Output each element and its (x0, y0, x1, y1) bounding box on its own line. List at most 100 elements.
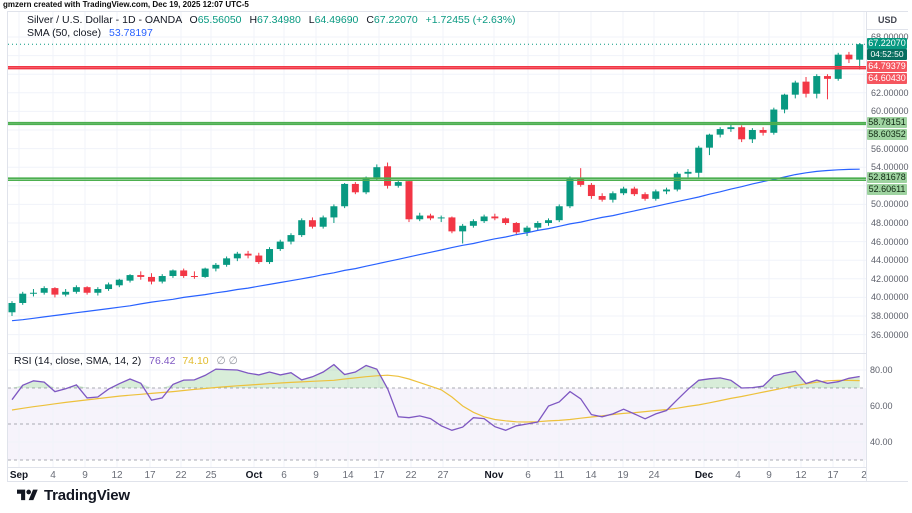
candle[interactable] (727, 127, 735, 130)
candle[interactable] (502, 218, 510, 223)
candle[interactable] (276, 241, 284, 250)
candle[interactable] (716, 129, 724, 135)
candle[interactable] (577, 178, 585, 185)
candle[interactable] (137, 275, 145, 277)
sma-label[interactable]: SMA (50, close) (27, 27, 102, 39)
candle[interactable] (748, 130, 756, 140)
candle[interactable] (115, 279, 123, 286)
pane-separator[interactable] (8, 353, 907, 354)
candle[interactable] (695, 147, 703, 173)
candle[interactable] (180, 270, 188, 277)
candle[interactable] (72, 287, 80, 292)
candle[interactable] (298, 220, 306, 236)
ohlc-open: O65.56050 (189, 14, 242, 26)
candle[interactable] (287, 235, 295, 242)
price-tick-label: 56.00000 (871, 143, 909, 154)
candle[interactable] (545, 220, 552, 223)
candle[interactable] (759, 130, 767, 133)
candle[interactable] (673, 173, 681, 190)
candle[interactable] (684, 171, 692, 174)
candle[interactable] (319, 217, 327, 227)
candle[interactable] (94, 289, 102, 293)
candle[interactable] (394, 182, 402, 186)
candle[interactable] (62, 291, 70, 295)
candle[interactable] (469, 221, 477, 226)
candle[interactable] (555, 206, 563, 221)
candle[interactable] (19, 293, 27, 303)
candle[interactable] (770, 109, 778, 133)
candle[interactable] (40, 288, 48, 293)
candle[interactable] (308, 220, 316, 227)
time-tick-label: Nov (484, 470, 504, 481)
candle[interactable] (609, 193, 617, 200)
candle[interactable] (791, 82, 799, 95)
candle[interactable] (598, 196, 606, 200)
candle[interactable] (566, 178, 574, 207)
candle[interactable] (663, 189, 671, 192)
candle[interactable] (233, 253, 241, 259)
candle[interactable] (266, 249, 274, 263)
candle[interactable] (512, 223, 520, 233)
candle[interactable] (523, 227, 531, 233)
time-axis[interactable]: Sep 4 9 12 17 22 25 Oct 6 9 14 17 22 27 Nov 6 11 14 19 24 De… (8, 468, 907, 481)
tradingview-logo[interactable]: TradingView (17, 487, 130, 504)
candle[interactable] (845, 54, 853, 60)
rsi-pane[interactable] (8, 354, 866, 467)
candle[interactable] (652, 191, 660, 199)
candle[interactable] (405, 181, 413, 220)
candle[interactable] (813, 76, 821, 94)
candle[interactable] (437, 217, 445, 219)
candle[interactable] (147, 276, 155, 282)
price-pane[interactable] (8, 12, 866, 353)
candle[interactable] (620, 188, 628, 194)
candle[interactable] (190, 276, 198, 278)
candle[interactable] (244, 253, 252, 256)
tradingview-logo-icon (17, 489, 38, 501)
time-tick-label: 11 (553, 470, 565, 481)
rsi-ma-line[interactable] (11, 374, 860, 423)
candle[interactable] (83, 287, 91, 293)
candle[interactable] (351, 183, 359, 193)
candle[interactable] (802, 81, 810, 94)
candle[interactable] (384, 166, 392, 186)
candle[interactable] (448, 217, 456, 232)
candle[interactable] (416, 215, 424, 220)
candle[interactable] (705, 134, 713, 148)
candle[interactable] (212, 264, 220, 269)
candle[interactable] (491, 216, 499, 219)
time-tick-label: 4 (50, 470, 56, 481)
price-axis[interactable]: USD 68.00000 62.00000 60.00000 56.00000 54.0… (866, 12, 909, 481)
candle[interactable] (169, 270, 177, 277)
candle[interactable] (856, 44, 864, 60)
candle[interactable] (534, 223, 542, 228)
candle[interactable] (362, 177, 370, 193)
candle[interactable] (29, 292, 37, 294)
level-price-badge: 64.60430 (867, 73, 907, 85)
candle[interactable] (630, 188, 638, 195)
candle[interactable] (105, 284, 113, 290)
candle[interactable] (426, 215, 434, 219)
candle[interactable] (641, 194, 649, 199)
last-price-badge: 67.22070 (867, 38, 907, 50)
candle[interactable] (587, 184, 595, 197)
candle[interactable] (459, 225, 467, 232)
rsi-title[interactable]: RSI (14, close, SMA, 14, 2) (14, 355, 142, 367)
candle[interactable] (781, 94, 789, 110)
candle[interactable] (255, 255, 263, 263)
candle[interactable] (201, 268, 209, 277)
sma50-line[interactable] (11, 168, 860, 322)
candle[interactable] (341, 183, 349, 207)
candle[interactable] (738, 127, 746, 140)
candle[interactable] (158, 276, 166, 282)
candle[interactable] (330, 206, 338, 218)
candle[interactable] (51, 288, 59, 295)
candle[interactable] (126, 275, 134, 281)
candle[interactable] (223, 258, 231, 265)
candle[interactable] (823, 76, 831, 79)
symbol-title[interactable]: Silver / U.S. Dollar - 1D - OANDA (27, 14, 182, 26)
candle[interactable] (373, 167, 381, 178)
candle[interactable] (480, 216, 488, 222)
candle[interactable] (8, 302, 16, 313)
rsi-line[interactable] (11, 363, 860, 431)
sma-legend-row: SMA (50, close) 53.78197 (27, 27, 516, 40)
